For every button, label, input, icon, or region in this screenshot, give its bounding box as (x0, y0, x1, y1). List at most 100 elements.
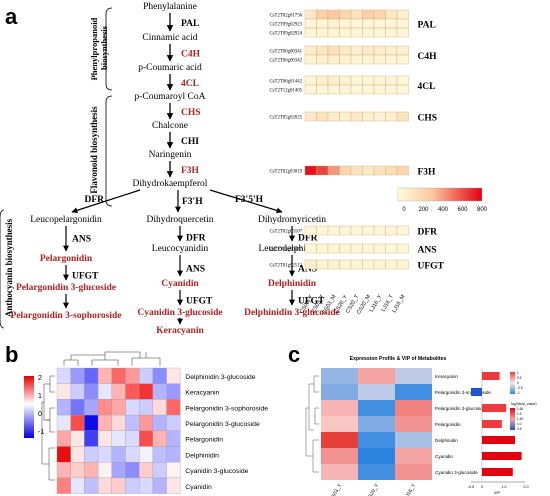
enzyme-b3-dfr: DFR (298, 234, 318, 244)
gene-cell (350, 54, 363, 65)
arrow-branch-dfr (71, 189, 141, 214)
gene-cell (339, 259, 352, 270)
gene-cell (327, 259, 340, 270)
heatmap-b-cell (97, 383, 112, 400)
gene-cell (339, 45, 352, 56)
gene-cell (385, 225, 398, 236)
enzyme-CHS: CHS (181, 108, 201, 118)
heatmap-b-cell (111, 383, 126, 400)
gene-id: CsT2T06g00342 (269, 59, 302, 64)
heatmap-c-cell (321, 400, 358, 416)
gene-cell (350, 84, 363, 95)
gene-cell (350, 165, 363, 176)
gene-cell (327, 54, 340, 65)
heatmap-c-row-label: Pelargonidin 3-glucoside (435, 406, 486, 411)
gene-cell (385, 259, 398, 270)
heatmap-c-row-label: Keracyanin (435, 374, 458, 379)
heatmap-c-row-label: Pelargonidin 3-sophoroside (435, 390, 491, 395)
gene-cell (350, 75, 363, 86)
gene-cell (362, 45, 375, 56)
gene-cell (362, 111, 375, 122)
gene-block-label: C4H (418, 52, 438, 62)
heatmap-b-cell (70, 430, 85, 447)
compound-pelargonidin-3-sophoroside: Pelargonidin 3-sophoroside (11, 311, 122, 321)
gene-cell (362, 9, 375, 20)
heatmap-b-cell (125, 414, 140, 431)
heatmap-b-cell (139, 414, 154, 431)
vip-bar (482, 452, 522, 460)
gene-cell (373, 225, 386, 236)
gene-cell (316, 243, 329, 254)
heatmap-b-cell (70, 399, 85, 416)
gene-colorbar-tick: 800 (477, 207, 488, 213)
heatmap-b-cell (56, 414, 71, 431)
gene-cell (316, 18, 329, 29)
gene-cell (316, 225, 329, 236)
heatmap-b-cell (97, 462, 112, 479)
compound-delphinidin-3-glucoside: Delphinidin 3-glucoside (244, 308, 340, 318)
enzyme-PAL: PAL (181, 19, 199, 29)
heatmap-b-cell (84, 430, 99, 447)
heatmap-c-legend2-tick: 1.5 (517, 412, 522, 416)
gene-cell (339, 18, 352, 29)
heatmap-b: Delphinidin 3-glucoside Keracyanin Pelargo… (24, 351, 268, 496)
gene-colorbar: 0 200 400 600 800 (397, 187, 488, 213)
heatmap-b-cell (84, 383, 99, 400)
gene-cell (385, 84, 398, 95)
heatmap-c-cell (358, 384, 395, 400)
heatmap-c-cell (395, 416, 432, 432)
gene-cell (373, 259, 386, 270)
pathway-branches: DFR F3'H F3'5'H Leucopelargonidin ANS Pelargo… (11, 189, 340, 336)
section-flavonoid: Flavonoid biosynthesis (89, 106, 99, 194)
gene-cell (396, 27, 409, 38)
vip-bar (482, 404, 507, 412)
heatmap-b-cell (166, 477, 181, 494)
section-anthocyanin: Anthocyanin biosynthesis (4, 218, 14, 317)
compound-pelargonidin-3-glucoside: Pelargonidin 3-glucoside (16, 283, 116, 293)
gene-cell (385, 243, 398, 254)
heatmap-c-row-label: Cyanidin (435, 454, 453, 459)
heatmap-c-cell (395, 384, 432, 400)
gene-cell (327, 27, 340, 38)
compound-0: Phenylalanine (143, 2, 197, 12)
dendrogram-b (41, 351, 161, 481)
gene-cell (350, 111, 363, 122)
gene-heatmap-C4H: CsT2T06g00341 CsT2T06g00342 C4H (269, 45, 438, 65)
heatmap-c-cell (395, 400, 432, 416)
heatmap-b-cell (125, 446, 140, 463)
gene-cell (350, 259, 363, 270)
heatmap-c-legend1-tick: 1 (517, 371, 519, 375)
heatmap-b-cell (56, 399, 71, 416)
gene-cell (327, 75, 340, 86)
gene-cell (327, 18, 340, 29)
heatmap-b-cell (152, 414, 167, 431)
heatmap-b-cell (84, 414, 99, 431)
heatmap-c-legend2 (510, 408, 515, 430)
gene-cell (396, 54, 409, 65)
gene-cell (327, 45, 340, 56)
arrow-branch-f35h (209, 189, 283, 214)
heatmap-b-colorbar-tick: -1 (38, 429, 44, 436)
vip-axis-label: VIP (494, 490, 501, 495)
heatmap-b-row-label: Pelargonidin (185, 437, 223, 444)
heatmap-c-row-label: Pelargonidin (435, 422, 461, 427)
heatmap-b-cell (84, 446, 99, 463)
panel-label-c: c (288, 342, 300, 367)
heatmap-c-legend2-tick: 1.60 (517, 407, 523, 411)
gene-heatmap-4CL: CsT2T06g01442 CsT2T12g01405 4CL (269, 75, 435, 95)
heatmap-c-legend2-tick: 0.5 (517, 427, 522, 431)
gene-cell (327, 165, 340, 176)
enzyme-b3-ufgt: UFGT (298, 297, 325, 307)
gene-block-label: ANS (418, 246, 437, 256)
gene-cell (316, 259, 329, 270)
heatmap-c-cell (321, 448, 358, 464)
compound-6: Dihydrokaempferol (133, 178, 208, 189)
gene-cell (350, 9, 363, 20)
heatmap-b-colorbar-tick: 0 (38, 411, 42, 418)
heatmap-b-cell (56, 430, 71, 447)
gene-cell (362, 75, 375, 86)
heatmap-c-legend2-title: log2(fold_value) (511, 402, 537, 406)
heatmap-b-cell (56, 367, 71, 384)
heatmap-b-colorbar (24, 376, 34, 438)
compound-4: Chalcone (152, 121, 188, 131)
